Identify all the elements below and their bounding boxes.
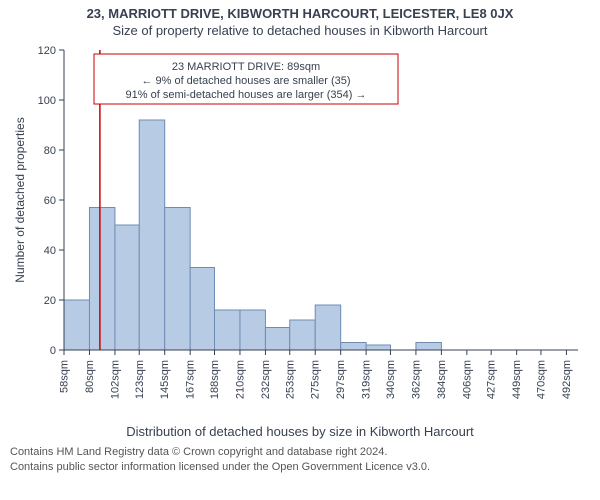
x-tick-label: 492sqm [561, 360, 573, 399]
y-tick-label: 120 [38, 45, 56, 57]
y-axis-label: Number of detached properties [13, 117, 27, 282]
x-tick-label: 340sqm [385, 360, 397, 399]
y-tick-label: 0 [50, 345, 56, 357]
x-tick-label: 406sqm [461, 360, 473, 399]
x-tick-label: 449sqm [511, 360, 523, 399]
x-tick-label: 297sqm [335, 360, 347, 399]
histogram-bar [214, 310, 239, 350]
histogram-bar [115, 225, 139, 350]
x-tick-label: 427sqm [486, 360, 498, 399]
y-tick-label: 80 [44, 145, 56, 157]
y-tick-label: 20 [44, 295, 56, 307]
x-tick-label: 58sqm [59, 360, 71, 393]
histogram-bar [64, 300, 89, 350]
histogram-bar [139, 120, 164, 350]
y-tick-label: 60 [44, 195, 56, 207]
x-tick-label: 275sqm [310, 360, 322, 399]
histogram-bar [190, 268, 214, 351]
y-tick-label: 100 [38, 95, 56, 107]
annotation-line: ← 9% of detached houses are smaller (35) [141, 75, 350, 87]
x-tick-label: 253sqm [284, 360, 296, 399]
x-tick-label: 210sqm [234, 360, 246, 399]
histogram-bar [290, 320, 315, 350]
y-tick-label: 40 [44, 245, 56, 257]
footer-line-2: Contains public sector information licen… [10, 460, 590, 475]
page-subtitle: Size of property relative to detached ho… [0, 23, 600, 38]
x-tick-label: 384sqm [436, 360, 448, 399]
histogram-bar [366, 345, 390, 350]
histogram-bar [165, 208, 190, 351]
annotation-line: 23 MARRIOTT DRIVE: 89sqm [172, 61, 320, 73]
histogram-bar [315, 305, 340, 350]
histogram-bar [240, 310, 265, 350]
x-tick-label: 145sqm [159, 360, 171, 399]
x-tick-label: 470sqm [535, 360, 547, 399]
annotation-line: 91% of semi-detached houses are larger (… [126, 89, 367, 101]
x-tick-label: 362sqm [410, 360, 422, 399]
histogram-bar [341, 343, 366, 351]
x-tick-label: 80sqm [84, 360, 96, 393]
x-tick-label: 123sqm [134, 360, 146, 399]
footer-line-1: Contains HM Land Registry data © Crown c… [10, 445, 590, 460]
page-title: 23, MARRIOTT DRIVE, KIBWORTH HARCOURT, L… [0, 6, 600, 21]
histogram-bar [89, 208, 114, 351]
chart-svg: 0 20 40 60 80 100 120 58sqm 80sqm 102sqm 123sqm 145… [10, 42, 590, 422]
histogram-chart: 0 20 40 60 80 100 120 58sqm 80sqm 102sqm 123sqm 145… [10, 42, 590, 422]
x-tick-label: 232sqm [260, 360, 272, 399]
histogram-bar [416, 343, 441, 351]
histogram-bar [265, 328, 289, 351]
chart-caption: Distribution of detached houses by size … [0, 424, 600, 439]
x-tick-label: 319sqm [361, 360, 373, 399]
x-tick-label: 188sqm [209, 360, 221, 399]
footer: Contains HM Land Registry data © Crown c… [0, 439, 600, 483]
x-tick-label: 102sqm [109, 360, 121, 399]
x-tick-label: 167sqm [185, 360, 197, 399]
